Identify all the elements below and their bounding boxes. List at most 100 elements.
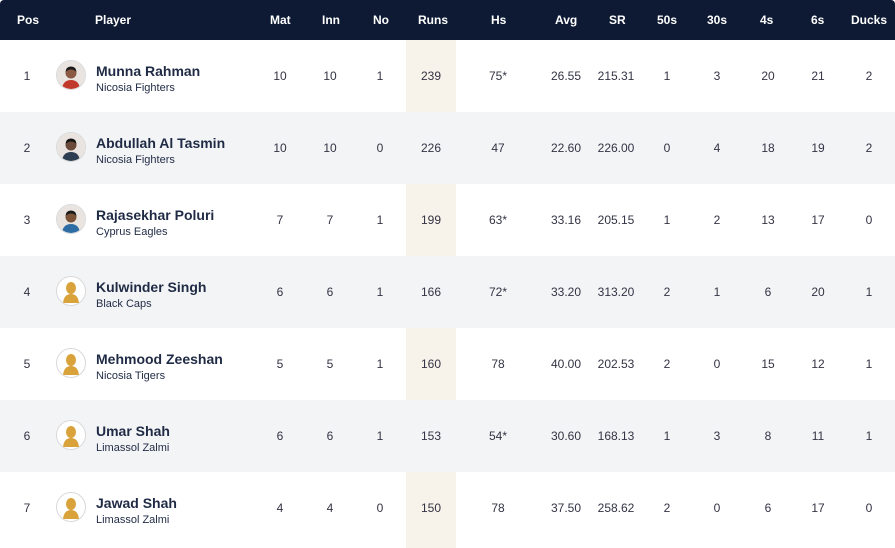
fifties-cell: 1 — [663, 69, 671, 83]
player-name[interactable]: Abdullah Al Tasmin — [96, 135, 226, 151]
header-runs[interactable]: Runs — [418, 13, 448, 27]
player-team: Limassol Zalmi — [96, 514, 170, 526]
fifties-cell: 2 — [663, 357, 671, 371]
header-hs[interactable]: Hs — [491, 13, 507, 27]
player-avatar[interactable] — [56, 348, 86, 378]
header-sr[interactable]: SR — [609, 13, 626, 27]
player-avatar[interactable] — [56, 204, 86, 234]
sr-cell: 226.00 — [597, 141, 635, 155]
avg-cell: 30.60 — [550, 429, 582, 443]
inn-cell: 6 — [326, 429, 334, 443]
mat-cell: 4 — [276, 501, 284, 515]
table-header: Pos Player Mat Inn No Runs Hs Avg SR 50s… — [0, 0, 895, 40]
player-silhouette-icon — [63, 426, 79, 447]
header-ducks[interactable]: Ducks — [851, 13, 888, 27]
player-name[interactable]: Jawad Shah — [96, 495, 177, 511]
sixes-cell: 17 — [811, 501, 825, 515]
mat-cell: 10 — [273, 69, 287, 83]
header-player[interactable]: Player — [95, 13, 132, 27]
runs-cell: 166 — [420, 285, 442, 299]
avg-cell: 26.55 — [550, 69, 582, 83]
player-name[interactable]: Umar Shah — [96, 423, 170, 439]
player-avatar[interactable] — [56, 276, 86, 306]
header-4s[interactable]: 4s — [760, 13, 774, 27]
header-avg[interactable]: Avg — [555, 13, 578, 27]
player-team: Nicosia Tigers — [96, 370, 166, 382]
hs-cell: 78 — [491, 357, 505, 371]
header-30s[interactable]: 30s — [707, 13, 728, 27]
hs-cell: 47 — [491, 141, 505, 155]
hs-cell: 72* — [488, 285, 508, 299]
no-cell: 1 — [376, 69, 384, 83]
player-avatar[interactable] — [56, 420, 86, 450]
hs-cell: 63* — [488, 213, 508, 227]
sr-cell: 215.31 — [597, 69, 635, 83]
no-cell: 0 — [376, 141, 384, 155]
header-50s[interactable]: 50s — [657, 13, 678, 27]
runs-cell: 239 — [420, 69, 442, 83]
player-name[interactable]: Munna Rahman — [96, 63, 201, 79]
sixes-cell: 12 — [811, 357, 825, 371]
no-cell: 1 — [376, 429, 384, 443]
pos-cell: 6 — [23, 429, 31, 443]
mat-cell: 6 — [276, 285, 284, 299]
fifties-cell: 1 — [663, 429, 671, 443]
no-cell: 1 — [376, 357, 384, 371]
player-name[interactable]: Kulwinder Singh — [96, 279, 207, 295]
player-photo-icon — [57, 133, 85, 161]
table-row[interactable]: 4 Kulwinder Singh Black Caps 6 6 1 166 7… — [0, 256, 895, 328]
player-avatar[interactable] — [56, 492, 86, 522]
player-avatar[interactable] — [56, 132, 86, 162]
player-name[interactable]: Rajasekhar Poluri — [96, 207, 215, 223]
runs-cell: 199 — [420, 213, 442, 227]
sixes-cell: 20 — [811, 285, 825, 299]
header-pos[interactable]: Pos — [17, 13, 40, 27]
pos-cell: 7 — [23, 501, 31, 515]
header-no[interactable]: No — [373, 13, 389, 27]
ducks-cell: 0 — [865, 213, 873, 227]
header-mat[interactable]: Mat — [270, 13, 291, 27]
table-row[interactable]: 1 Munna Rahman Nicosia Fighters 10 10 1 … — [0, 40, 895, 112]
table-row[interactable]: 3 Rajasekhar Poluri Cyprus Eagles 7 7 1 … — [0, 184, 895, 256]
runs-cell: 153 — [420, 429, 442, 443]
player-silhouette-icon — [63, 282, 79, 303]
ducks-cell: 2 — [865, 69, 873, 83]
fifties-cell: 2 — [663, 501, 671, 515]
table-row[interactable]: 2 Abdullah Al Tasmin Nicosia Fighters 10… — [0, 112, 895, 184]
header-inn[interactable]: Inn — [322, 13, 340, 27]
table-row[interactable]: 7 Jawad Shah Limassol Zalmi 4 4 0 150 78… — [0, 472, 895, 544]
avg-cell: 33.16 — [550, 213, 582, 227]
thirties-cell: 4 — [713, 141, 721, 155]
player-photo-icon — [57, 61, 85, 89]
pos-cell: 1 — [23, 69, 31, 83]
player-team: Black Caps — [96, 298, 152, 310]
sixes-cell: 19 — [811, 141, 825, 155]
thirties-cell: 3 — [713, 69, 721, 83]
player-team: Nicosia Fighters — [96, 154, 175, 166]
inn-cell: 10 — [323, 69, 337, 83]
table-row[interactable]: 5 Mehmood Zeeshan Nicosia Tigers 5 5 1 1… — [0, 328, 895, 400]
sr-cell: 205.15 — [597, 213, 635, 227]
header-6s[interactable]: 6s — [811, 13, 825, 27]
player-team: Limassol Zalmi — [96, 442, 170, 454]
sixes-cell: 21 — [811, 69, 825, 83]
inn-cell: 10 — [323, 141, 337, 155]
mat-cell: 6 — [276, 429, 284, 443]
player-team: Nicosia Fighters — [96, 82, 175, 94]
avg-cell: 40.00 — [550, 357, 582, 371]
fours-cell: 18 — [761, 141, 775, 155]
player-avatar[interactable] — [56, 60, 86, 90]
mat-cell: 10 — [273, 141, 287, 155]
avg-cell: 37.50 — [550, 501, 582, 515]
sr-cell: 258.62 — [597, 501, 635, 515]
no-cell: 1 — [376, 213, 384, 227]
hs-cell: 75* — [488, 69, 508, 83]
no-cell: 0 — [376, 501, 384, 515]
no-cell: 1 — [376, 285, 384, 299]
fours-cell: 6 — [764, 285, 772, 299]
table-row[interactable]: 6 Umar Shah Limassol Zalmi 6 6 1 153 54*… — [0, 400, 895, 472]
thirties-cell: 3 — [713, 429, 721, 443]
thirties-cell: 0 — [713, 357, 721, 371]
player-name[interactable]: Mehmood Zeeshan — [96, 351, 223, 367]
